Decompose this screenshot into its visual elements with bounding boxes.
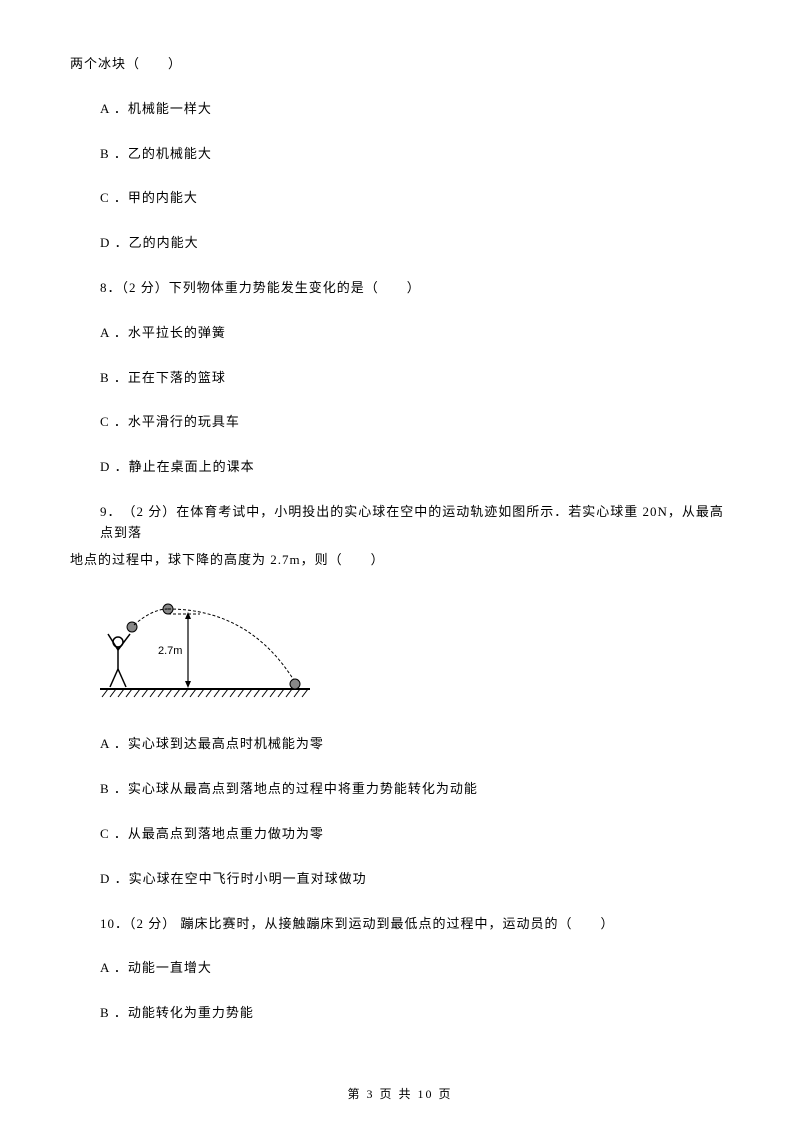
q7-stem-continued: 两个冰块（ ） [70,54,730,75]
q9-figure: 2.7m [100,594,730,704]
q9-option-d: D ．实心球在空中飞行时小明一直对球做功 [100,869,730,890]
q8-option-d: D ．静止在桌面上的课本 [100,457,730,478]
q10-option-a: A ．动能一直增大 [100,958,730,979]
q10-stem: 10．（2 分） 蹦床比赛时，从接触蹦床到运动到最低点的过程中，运动员的（ ） [100,914,730,935]
q10-option-b: B ．动能转化为重力势能 [100,1003,730,1024]
q8-option-c: C ．水平滑行的玩具车 [100,412,730,433]
page-content: 两个冰块（ ） A ．机械能一样大 B ．乙的机械能大 C ．甲的内能大 D ．… [0,0,800,1024]
q7-option-b: B ．乙的机械能大 [100,144,730,165]
q8-option-a: A ．水平拉长的弹簧 [100,323,730,344]
q8-stem: 8．（2 分）下列物体重力势能发生变化的是（ ） [100,278,730,299]
figure-height-label: 2.7m [158,645,182,657]
q8-option-b: B ．正在下落的篮球 [100,368,730,389]
q7-option-d: D ．乙的内能大 [100,233,730,254]
q9-stem-line1: 9． （2 分）在体育考试中，小明投出的实心球在空中的运动轨迹如图所示．若实心球… [100,502,730,544]
q7-option-a: A ．机械能一样大 [100,99,730,120]
page-footer: 第 3 页 共 10 页 [0,1085,800,1102]
q9-option-a: A ．实心球到达最高点时机械能为零 [100,734,730,755]
q9-option-b: B ．实心球从最高点到落地点的过程中将重力势能转化为动能 [100,779,730,800]
q7-option-c: C ．甲的内能大 [100,188,730,209]
q9-option-c: C ．从最高点到落地点重力做功为零 [100,824,730,845]
q9-stem-line2: 地点的过程中，球下降的高度为 2.7m，则（ ） [70,550,730,571]
